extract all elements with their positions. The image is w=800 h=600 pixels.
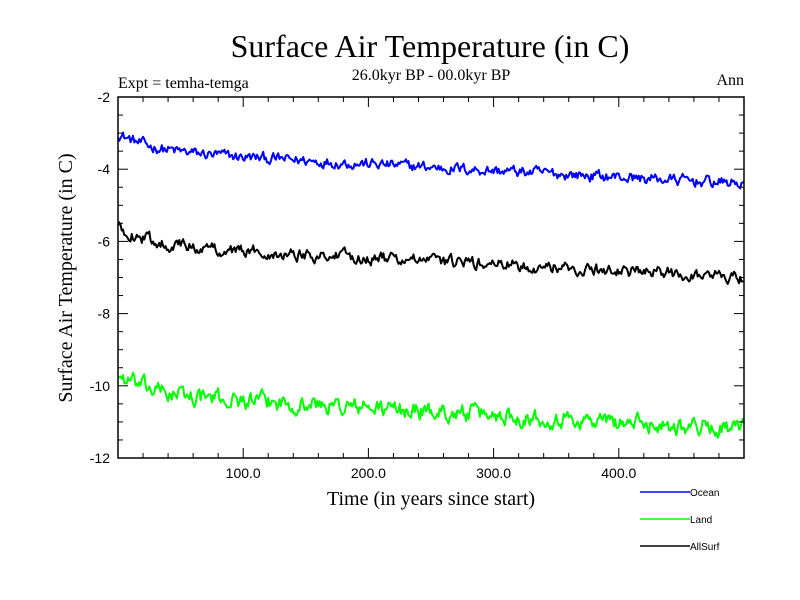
series-line-land xyxy=(117,371,745,439)
y-tick-label: -4 xyxy=(98,161,111,177)
y-tick-label: -8 xyxy=(98,306,111,322)
expt-label: Expt = temha-temga xyxy=(118,75,249,92)
season-label: Ann xyxy=(716,72,744,89)
x-axis-label: Time (in years since start) xyxy=(327,488,535,510)
y-tick-label: -6 xyxy=(98,233,111,249)
y-tick-label: -10 xyxy=(90,378,110,394)
series-layer xyxy=(117,131,745,439)
chart-subtitle: 26.0kyr BP - 00.0kyr BP xyxy=(352,67,511,84)
series-line-ocean xyxy=(117,131,745,190)
y-tick-label: -2 xyxy=(98,89,111,105)
x-tick-label: 100.0 xyxy=(226,465,261,481)
x-tick-label: 300.0 xyxy=(476,465,511,481)
chart-title: Surface Air Temperature (in C) xyxy=(231,28,630,64)
legend-label-allsurf: AllSurf xyxy=(690,542,720,553)
series-line-allsurf xyxy=(117,221,745,285)
tick-layer: -2 -4 -6 -8 -10 -12 100.0 200.0 300.0 400.0 xyxy=(90,89,744,481)
x-tick-label: 400.0 xyxy=(601,465,636,481)
legend-label-ocean: Ocean xyxy=(690,488,719,499)
legend-label-land: Land xyxy=(690,515,712,526)
legend: Ocean Land AllSurf xyxy=(640,488,720,553)
plot-frame xyxy=(117,96,745,459)
y-tick-label: -12 xyxy=(90,450,110,466)
y-axis-label: Surface Air Temperature (in C) xyxy=(55,153,77,402)
x-tick-label: 200.0 xyxy=(351,465,386,481)
